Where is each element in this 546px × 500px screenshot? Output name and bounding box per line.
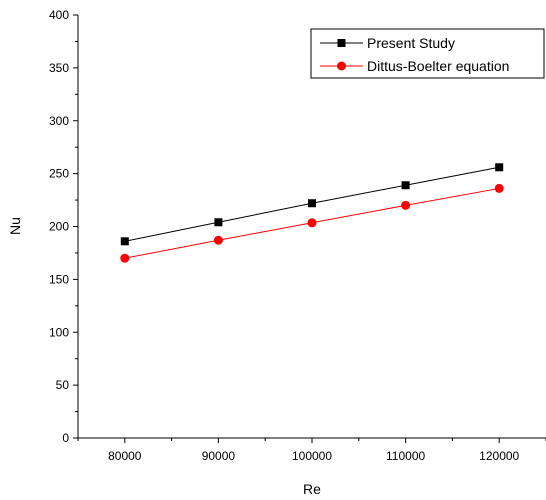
y-tick-label: 150 [49,272,69,286]
data-point [401,181,410,190]
x-tick-label: 80000 [108,449,142,463]
x-tick-label: 120000 [479,449,519,463]
data-point [495,163,504,172]
x-axis-title: Re [303,481,321,497]
data-point [213,235,223,245]
series-layer [120,163,504,263]
y-tick-label: 350 [49,61,69,75]
y-axis-title: Nu [7,217,23,235]
y-tick-label: 400 [49,8,69,22]
data-point [120,253,130,263]
series-1 [120,163,504,246]
y-tick-label: 200 [49,220,69,234]
series-2 [120,183,504,263]
y-tick-label: 100 [49,325,69,339]
legend-label: Dittus-Boelter equation [367,58,509,74]
y-tick-label: 300 [49,114,69,128]
x-tick-label: 110000 [386,449,425,463]
legend: Present Study Dittus-Boelter equation [310,28,545,79]
x-tick-label: 100000 [292,449,332,463]
data-point [307,218,317,228]
legend-marker [337,39,346,47]
y-tick-label: 0 [62,431,69,445]
y-ticks: 0 50 100 150 200 250 300 350 400 [49,8,78,445]
data-point [214,218,223,227]
legend-entry: Dittus-Boelter equation [320,58,509,74]
x-tick-label: 90000 [202,449,236,463]
legend-box [310,28,545,79]
y-tick-label: 50 [56,378,70,392]
data-point [401,200,411,210]
legend-marker [337,61,346,71]
y-tick-label: 250 [49,167,69,181]
data-point [120,237,129,246]
data-point [494,183,504,193]
legend-entry: Present Study [320,35,455,51]
x-ticks: 80000 90000 100000 110000 120000 [77,438,546,463]
data-point [308,199,316,208]
legend-label: Present Study [367,35,455,51]
